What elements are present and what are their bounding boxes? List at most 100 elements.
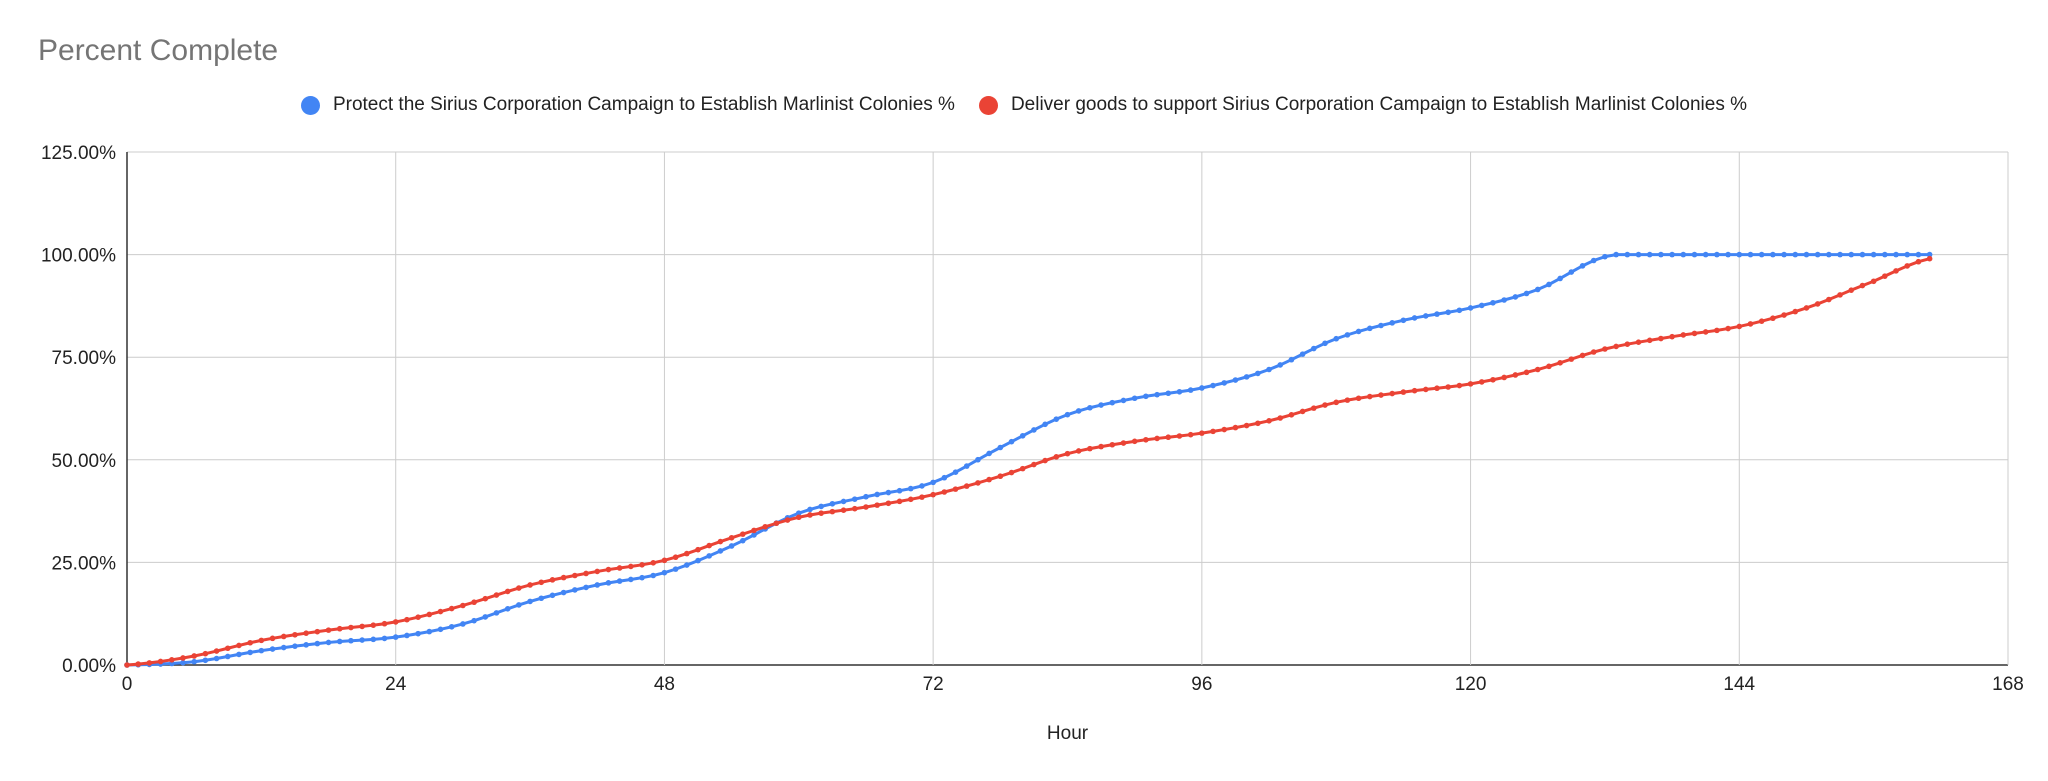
data-point: [1523, 290, 1530, 297]
data-point: [404, 616, 410, 623]
data-point: [717, 548, 724, 554]
data-point: [213, 648, 220, 654]
data-point: [1176, 388, 1183, 395]
data-point: [1870, 251, 1877, 258]
data-point: [1557, 275, 1563, 282]
data-point: [1064, 450, 1071, 457]
data-point: [605, 580, 612, 586]
data-point: [1445, 309, 1451, 316]
data-point: [1266, 418, 1272, 424]
data-point: [1568, 269, 1575, 275]
data-point: [1691, 251, 1698, 258]
data-point: [594, 568, 601, 575]
data-point: [224, 645, 231, 652]
data-point: [1389, 320, 1395, 326]
data-point: [1613, 251, 1619, 258]
data-point: [975, 480, 981, 486]
data-point: [863, 493, 869, 500]
data-point: [930, 479, 936, 486]
data-point: [986, 476, 992, 483]
data-point: [628, 563, 634, 570]
x-tick-label: 120: [1455, 674, 1487, 695]
data-point: [415, 614, 421, 620]
data-point: [1478, 302, 1485, 309]
data-point: [1646, 337, 1653, 344]
data-point: [426, 611, 433, 618]
data-point: [1848, 251, 1855, 258]
data-point: [527, 582, 533, 588]
data-point: [1064, 411, 1071, 418]
data-point: [493, 610, 500, 616]
data-point: [404, 632, 410, 639]
data-point: [1131, 395, 1138, 402]
x-tick-label: 144: [1723, 674, 1755, 695]
data-point: [1758, 251, 1765, 258]
gridlines: [126, 151, 2009, 666]
data-point: [695, 557, 701, 564]
data-point: [1355, 328, 1362, 335]
data-point: [538, 579, 545, 586]
data-point: [672, 566, 679, 572]
data-point: [1635, 339, 1642, 345]
x-tick-label: 24: [385, 674, 407, 695]
data-point: [1154, 391, 1160, 398]
data-point: [1904, 251, 1911, 258]
x-tick-label: 0: [122, 674, 133, 695]
data-point: [1019, 432, 1026, 439]
data-point: [1658, 251, 1664, 258]
data-point: [1299, 351, 1306, 357]
data-point: [1311, 345, 1317, 352]
data-point: [1882, 273, 1888, 279]
data-point: [1770, 251, 1776, 258]
data-point: [1478, 379, 1485, 385]
data-point: [1333, 335, 1340, 342]
data-point: [1467, 381, 1474, 387]
data-point: [359, 623, 365, 630]
y-tick-label: 125.00%: [41, 143, 116, 164]
data-point: [986, 450, 992, 457]
data-point: [1277, 362, 1284, 368]
data-point: [516, 602, 522, 608]
data-point: [336, 625, 343, 632]
data-point: [740, 537, 746, 544]
data-point: [213, 655, 220, 662]
data-point: [1702, 329, 1709, 335]
data-point: [1176, 433, 1183, 439]
data-point: [1568, 356, 1575, 362]
series-deliver: [124, 255, 1933, 668]
data-point: [538, 595, 545, 602]
series-line: [126, 257, 1931, 667]
data-point: [348, 637, 354, 644]
legend-item-deliver[interactable]: Deliver goods to support Sirius Corporat…: [978, 94, 1747, 116]
data-point: [493, 592, 500, 598]
data-point: [1725, 325, 1731, 332]
data-point: [1187, 431, 1194, 438]
data-point: [1882, 251, 1888, 258]
data-point: [1199, 430, 1205, 436]
data-point: [952, 469, 959, 475]
data-point: [628, 576, 634, 583]
data-point: [795, 514, 802, 521]
data-point: [885, 489, 892, 496]
data-point: [1848, 287, 1855, 293]
legend-item-protect[interactable]: Protect the Sirius Corporation Campaign …: [300, 94, 955, 116]
data-point: [1411, 387, 1418, 394]
data-point: [314, 628, 321, 635]
data-point: [415, 630, 421, 637]
data-point: [706, 542, 713, 549]
data-point: [157, 658, 164, 665]
data-point: [1781, 312, 1787, 318]
data-point: [1893, 251, 1899, 258]
data-point: [1501, 374, 1507, 381]
data-point: [807, 506, 813, 513]
data-point: [1926, 255, 1933, 262]
data-point: [1031, 461, 1037, 468]
y-tick-label: 75.00%: [52, 348, 117, 369]
data-point: [1691, 330, 1698, 337]
data-point: [1075, 408, 1082, 414]
data-point: [874, 502, 880, 508]
data-point: [672, 554, 679, 561]
data-point: [560, 589, 567, 596]
data-point: [1714, 251, 1720, 258]
data-point: [1243, 374, 1250, 380]
